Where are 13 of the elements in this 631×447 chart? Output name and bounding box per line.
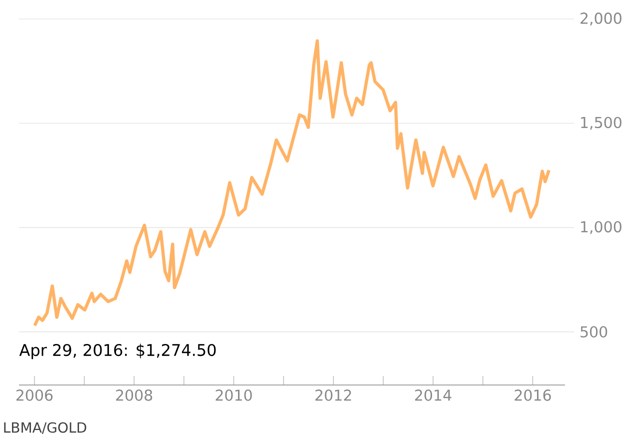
- y-tick-label: 500: [580, 326, 608, 338]
- y-tick-label: 2,000: [580, 12, 622, 26]
- x-tick-label: 2010: [216, 390, 252, 401]
- x-tick-label: 2014: [415, 390, 452, 401]
- y-tick-label: 1,000: [581, 221, 622, 234]
- x-tick-label: 2006: [16, 390, 53, 401]
- annotation: Apr 29, 2016: $1,274.50: [19, 344, 216, 360]
- text: LBMA/GOLD: [4, 422, 86, 434]
- x-tick-label: 2008: [116, 390, 152, 401]
- x-tick-label: 2012: [315, 390, 351, 401]
- x-tick-label: 2016: [514, 390, 551, 401]
- y-tick-label: 1,500: [581, 116, 622, 130]
- line-series: [33, 39, 551, 328]
